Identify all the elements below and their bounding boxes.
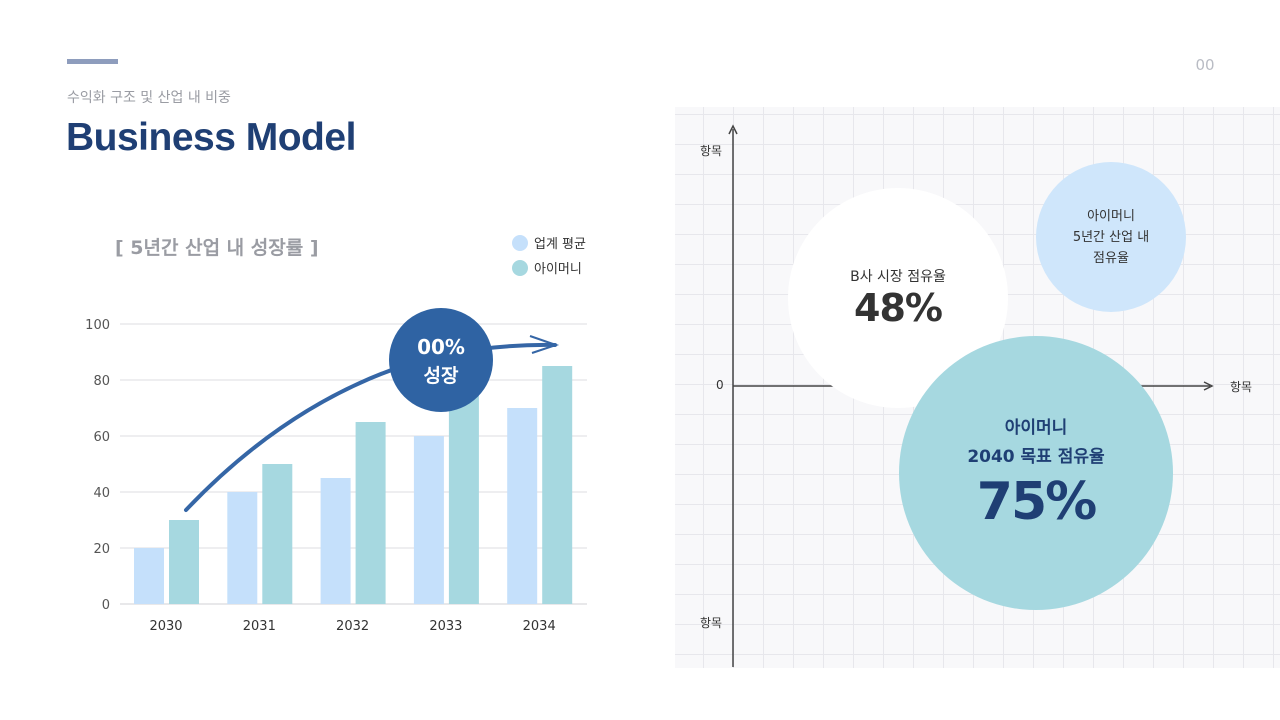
x-tick-label: 2034 xyxy=(523,619,556,634)
y-axis-bottom-label: 항목 xyxy=(700,616,723,630)
y-tick-label: 80 xyxy=(93,374,110,389)
growth-badge-label: 성장 xyxy=(424,365,459,387)
bar-chart: 0 20 40 60 80 100 2030 2031 2032 2033 2034 00% 성장 xyxy=(85,308,587,634)
legend-label: 아이머니 xyxy=(534,262,582,277)
bar-2033-industry-average xyxy=(413,436,444,604)
x-tick-label: 2030 xyxy=(149,619,182,634)
bar-2033-aimoney xyxy=(448,394,479,604)
bar-2034-aimoney xyxy=(542,366,573,604)
x-tick-label: 2032 xyxy=(336,619,369,634)
bubble-label-line: 아이머니 xyxy=(1087,208,1135,224)
page-title: Business Model xyxy=(66,116,356,159)
bubble-label-line: 5년간 산업 내 xyxy=(1072,229,1150,245)
origin-label: 0 xyxy=(716,378,724,392)
y-tick-label: 0 xyxy=(102,598,110,613)
positioning-map: 항목 항목 0 항목 B사 시장 점유율 48% 아이머니 5년간 산업 내 점… xyxy=(675,107,1280,668)
bar-2032-industry-average xyxy=(320,478,351,604)
bar-2032-aimoney xyxy=(355,422,386,604)
bubble-value: 75% xyxy=(976,472,1097,532)
y-axis-arrow xyxy=(728,124,738,135)
chart-title: [ 5년간 산업 내 성장률 ] xyxy=(115,237,319,259)
x-tick-label: 2033 xyxy=(429,619,462,634)
bubble-label-line: 아이머니 xyxy=(1004,418,1068,438)
bar-2031-aimoney xyxy=(262,464,293,604)
y-tick-label: 60 xyxy=(93,430,110,445)
bar-2031-industry-average xyxy=(227,492,258,604)
y-tick-label: 20 xyxy=(93,542,110,557)
bubble-label-line: 점유율 xyxy=(1093,250,1129,266)
x-tick-label: 2031 xyxy=(243,619,276,634)
growth-badge xyxy=(389,308,493,412)
y-tick-label: 40 xyxy=(93,486,110,501)
bar-2034-industry-average xyxy=(507,408,538,604)
legend-label: 업계 평균 xyxy=(534,237,586,252)
bubble-aimoney-share: 아이머니 5년간 산업 내 점유율 xyxy=(1036,162,1186,312)
legend-item-aimoney: 아이머니 xyxy=(512,258,582,277)
accent-bar xyxy=(67,59,118,64)
bar-2030-industry-average xyxy=(134,548,164,604)
bubble-value: 48% xyxy=(854,286,943,330)
y-axis-top-label: 항목 xyxy=(700,144,723,158)
bubble-aimoney-2040-target: 아이머니 2040 목표 점유율 75% xyxy=(899,336,1173,610)
x-axis-arrow xyxy=(1203,381,1214,391)
x-axis-label: 항목 xyxy=(1230,380,1253,394)
bar-2030-aimoney xyxy=(169,520,199,604)
page-number: 00 xyxy=(1195,56,1215,74)
bubble-label-line: 2040 목표 점유율 xyxy=(967,447,1105,467)
y-tick-label: 100 xyxy=(85,318,110,333)
legend-swatch xyxy=(512,259,528,276)
bubble-label: B사 시장 점유율 xyxy=(850,269,946,285)
subtitle: 수익화 구조 및 산업 내 비중 xyxy=(67,90,231,106)
legend-item-industry-average: 업계 평균 xyxy=(512,233,586,252)
growth-badge-value: 00% xyxy=(417,335,465,359)
growth-arrowhead xyxy=(529,335,560,354)
legend-swatch xyxy=(512,234,528,251)
